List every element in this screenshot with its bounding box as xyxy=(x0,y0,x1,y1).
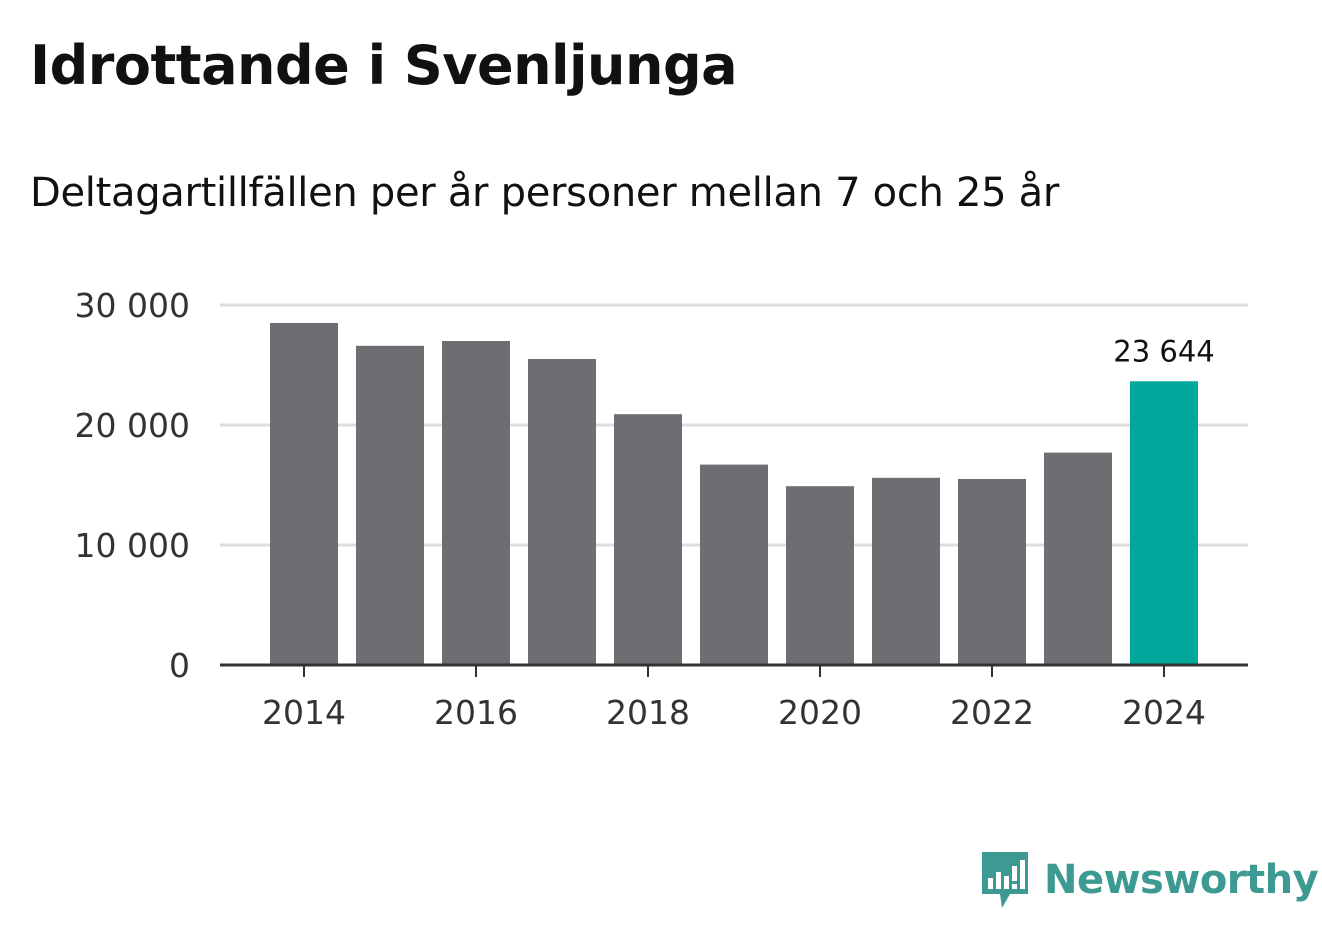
bar-2016 xyxy=(442,341,510,665)
bar-2017 xyxy=(528,359,596,665)
y-tick-label: 20 000 xyxy=(75,406,190,445)
y-tick-label: 30 000 xyxy=(75,286,190,325)
x-tick-label: 2022 xyxy=(950,693,1034,732)
y-tick-label: 10 000 xyxy=(75,526,190,565)
bar-2020 xyxy=(786,486,854,665)
x-axis-ticks: 2014 2016 2018 2020 2022 2024 xyxy=(262,665,1206,732)
bar-2015 xyxy=(356,345,424,665)
newsworthy-logo-icon xyxy=(982,852,1028,908)
brand-name: Newsworthy xyxy=(1044,857,1319,903)
bar-2019 xyxy=(700,464,768,665)
bar-2024 xyxy=(1130,381,1198,665)
data-labels: 23 644 xyxy=(1113,334,1214,368)
bar-2014 xyxy=(270,323,338,665)
y-axis-ticks: 0 10 000 20 000 30 000 xyxy=(75,286,190,685)
x-tick-label: 2018 xyxy=(606,693,690,732)
x-tick-label: 2024 xyxy=(1122,693,1206,732)
bar-2021 xyxy=(872,477,940,665)
x-tick-label: 2014 xyxy=(262,693,346,732)
bar-2023 xyxy=(1044,452,1112,665)
chart-title: Idrottande i Svenljunga xyxy=(30,34,738,97)
y-tick-label: 0 xyxy=(169,646,190,685)
data-label-2024: 23 644 xyxy=(1113,334,1214,368)
bar-2022 xyxy=(958,479,1026,665)
bars xyxy=(270,323,1198,665)
x-tick-label: 2016 xyxy=(434,693,518,732)
bar-2018 xyxy=(614,414,682,665)
newsworthy-brand: Newsworthy xyxy=(980,850,1319,910)
chart-subtitle: Deltagartillfällen per år personer mella… xyxy=(30,170,1060,216)
x-tick-label: 2020 xyxy=(778,693,862,732)
